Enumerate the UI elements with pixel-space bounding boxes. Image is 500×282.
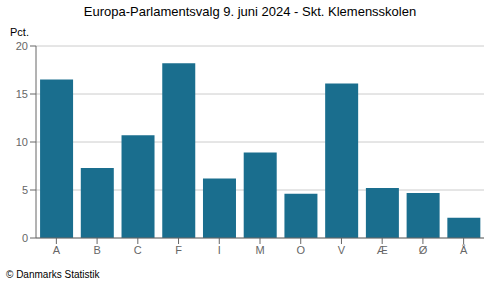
html-text:Pct.: Pct. xyxy=(10,26,29,38)
svg-text:10: 10 xyxy=(16,136,28,148)
svg-text:5: 5 xyxy=(22,184,28,196)
svg-text:O: O xyxy=(296,244,305,256)
svg-text:I: I xyxy=(218,244,221,256)
svg-text:F: F xyxy=(175,244,182,256)
svg-text:C: C xyxy=(134,244,142,256)
svg-text:Æ: Æ xyxy=(377,244,388,256)
svg-text:15: 15 xyxy=(16,88,28,100)
svg-text:Å: Å xyxy=(460,244,468,256)
svg-text:V: V xyxy=(338,244,346,256)
html-text:Europa-Parlamentsvalg 9. juni: Europa-Parlamentsvalg 9. juni 2024 - Skt… xyxy=(83,4,417,19)
html-text:© Danmarks Statistik: © Danmarks Statistik xyxy=(6,269,100,280)
svg-text:B: B xyxy=(93,244,100,256)
svg-text:Ø: Ø xyxy=(419,244,428,256)
svg-text:0: 0 xyxy=(22,232,28,244)
svg-text:M: M xyxy=(255,244,264,256)
svg-text:A: A xyxy=(53,244,61,256)
svg-text:20: 20 xyxy=(16,40,28,52)
